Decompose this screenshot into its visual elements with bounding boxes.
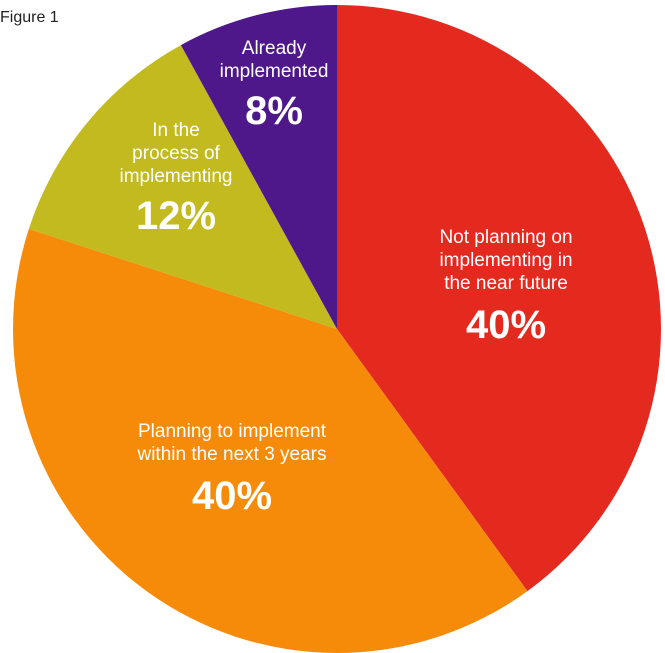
pie-slice-2 [28, 45, 338, 329]
pie-slice-0 [337, 5, 661, 592]
slice-label-line: Planning to implement [138, 421, 327, 442]
pie-slices [13, 5, 661, 653]
slice-label-line: implementing in [439, 250, 572, 271]
slice-value-label: 12% [136, 194, 216, 238]
slice-label-line: In the [152, 120, 200, 141]
figure-label: Figure 1 [0, 9, 59, 26]
slice-label-line: Already [242, 38, 307, 59]
pie-slice-1 [13, 228, 528, 653]
slice-label-line: Not planning on [439, 227, 572, 248]
slice-value-label: 8% [245, 89, 303, 133]
slice-value-label: 40% [192, 474, 272, 518]
pie-slice-3 [180, 5, 337, 329]
slice-value-label: 40% [466, 303, 546, 347]
slice-label-line: implementing [120, 166, 233, 187]
slice-label-line: implemented [220, 61, 329, 82]
slice-label-line: process of [132, 143, 220, 164]
slice-label-line: within the next 3 years [136, 444, 326, 465]
slice-label-line: the near future [444, 273, 568, 294]
